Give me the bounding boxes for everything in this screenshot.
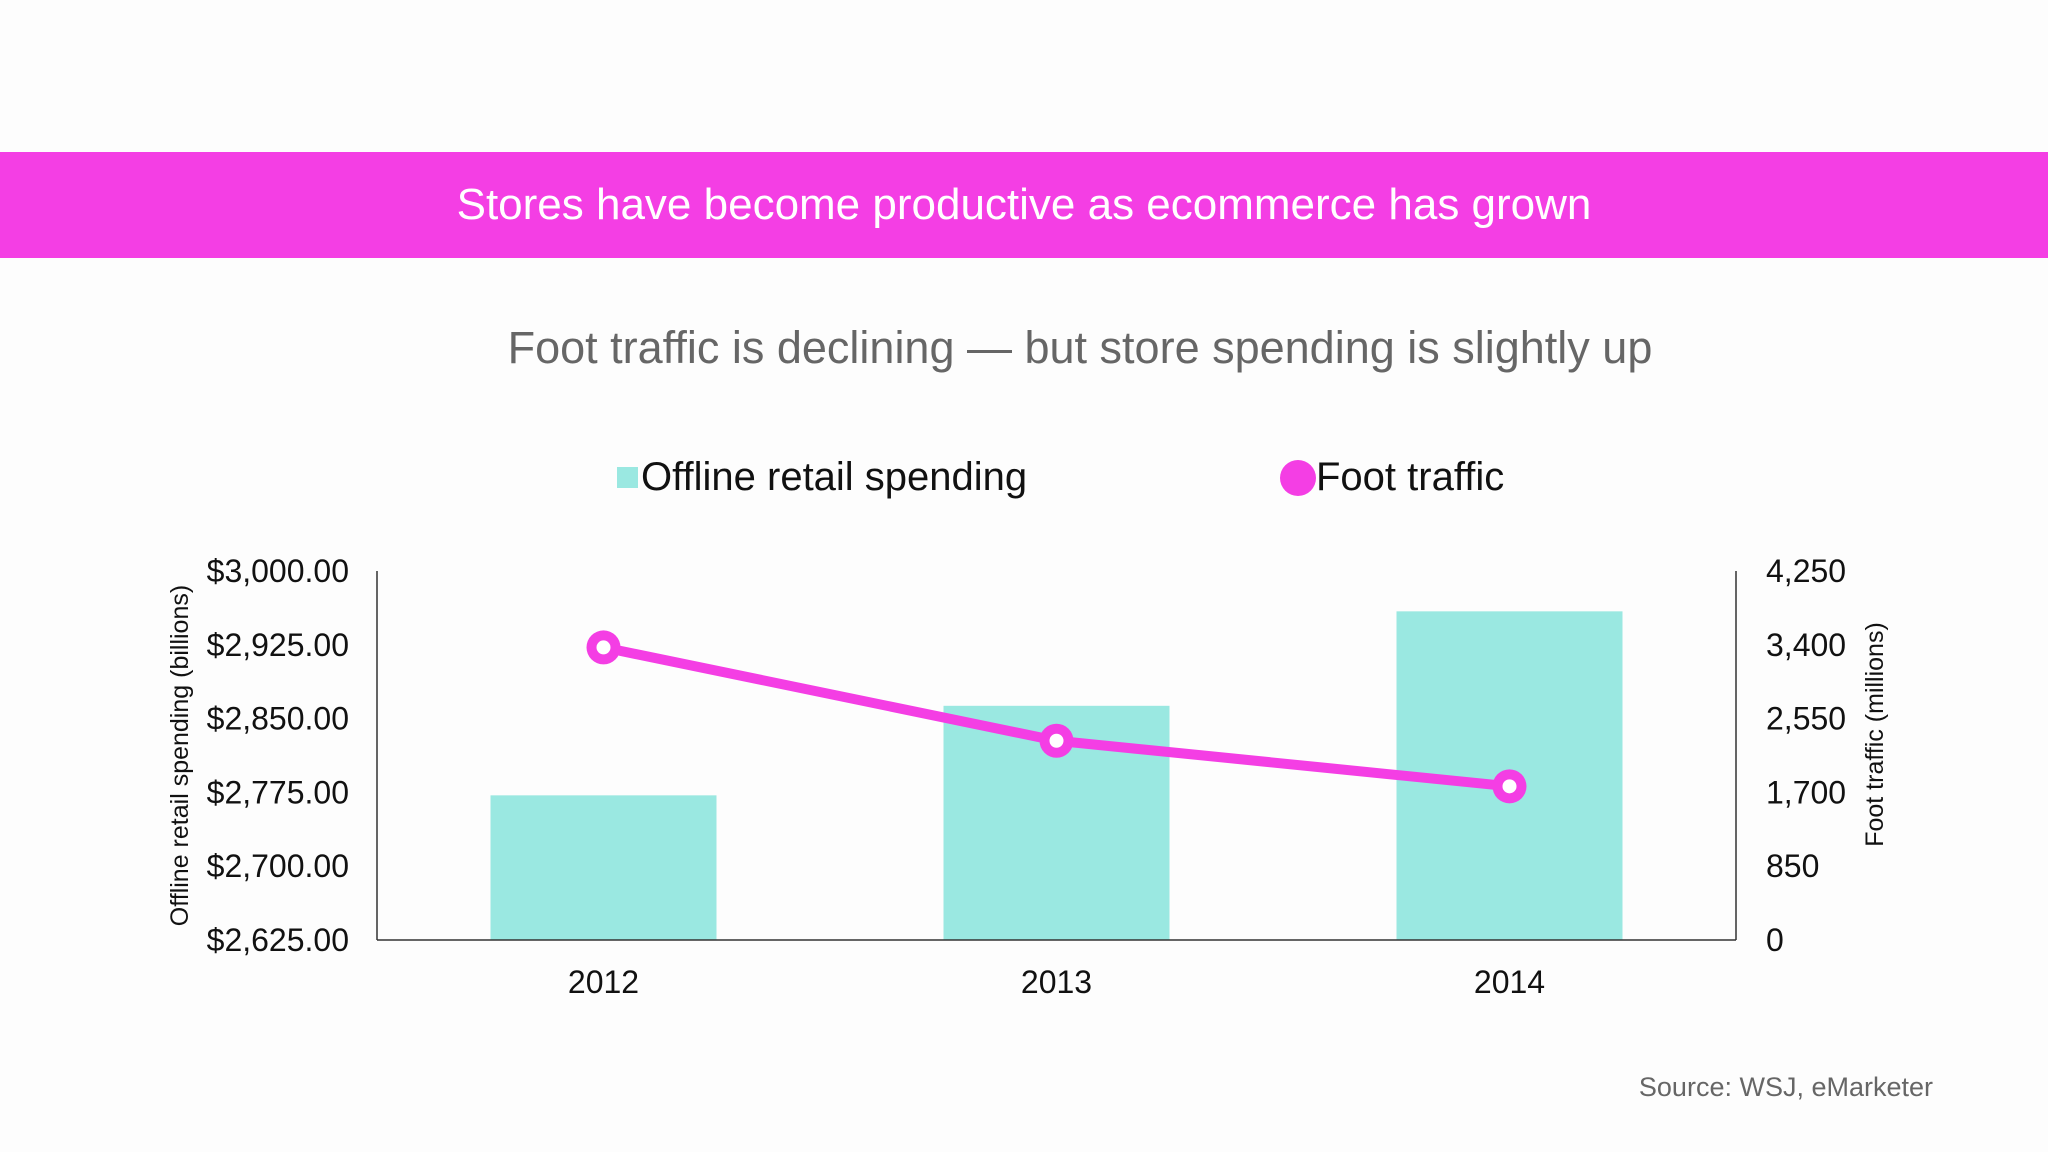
legend-item-spending: Offline retail spending — [617, 455, 1027, 500]
left-tick-label: $3,000.00 — [207, 553, 349, 589]
legend-item-foot-traffic: Foot traffic — [1280, 455, 1504, 500]
right-tick-label: 2,550 — [1766, 701, 1846, 737]
left-tick-label: $2,925.00 — [207, 627, 349, 663]
title-banner: Stores have become productive as ecommer… — [0, 152, 2048, 258]
bar-2014 — [1396, 611, 1623, 940]
right-tick-label: 4,250 — [1766, 553, 1846, 589]
legend-line-marker — [1280, 459, 1316, 496]
x-tick-label: 2014 — [1474, 964, 1545, 1000]
right-tick-label: 0 — [1766, 922, 1784, 958]
right-axis-title: Foot traffic (millions) — [1861, 622, 1889, 847]
foot-traffic-point-2013 — [1039, 723, 1074, 758]
banner-title: Stores have become productive as ecommer… — [456, 180, 1592, 229]
foot-traffic-point-2012 — [586, 630, 621, 665]
bar-2013 — [943, 705, 1170, 940]
source-note: Source: WSJ, eMarketer — [1638, 1072, 1933, 1102]
foot-traffic-point-center — [596, 640, 611, 655]
legend-label-foot-traffic: Foot traffic — [1316, 455, 1505, 499]
legend-label-spending: Offline retail spending — [641, 455, 1028, 499]
left-tick-label: $2,625.00 — [207, 922, 349, 958]
left-tick-label: $2,700.00 — [207, 848, 349, 884]
foot-traffic-point-center — [1049, 733, 1064, 748]
foot-traffic-line — [602, 642, 1511, 792]
bar-2012 — [490, 795, 717, 940]
left-tick-label: $2,850.00 — [207, 701, 349, 737]
foot-traffic-point-center — [1502, 779, 1517, 794]
x-tick-label: 2012 — [568, 964, 639, 1000]
legend-bar-swatch — [617, 467, 638, 488]
x-tick-label: 2013 — [1021, 964, 1092, 1000]
chart-legend: Offline retail spending Foot traffic — [0, 455, 2048, 515]
left-tick-label: $2,775.00 — [207, 774, 349, 810]
left-axis-title: Offline retail spending (billions) — [166, 585, 194, 926]
foot-traffic-point-2014 — [1492, 769, 1527, 804]
right-tick-label: 850 — [1766, 848, 1819, 884]
chart-subtitle: Foot traffic is declining — but store sp… — [507, 322, 1653, 373]
right-tick-label: 1,700 — [1766, 774, 1846, 810]
right-tick-label: 3,400 — [1766, 627, 1846, 663]
